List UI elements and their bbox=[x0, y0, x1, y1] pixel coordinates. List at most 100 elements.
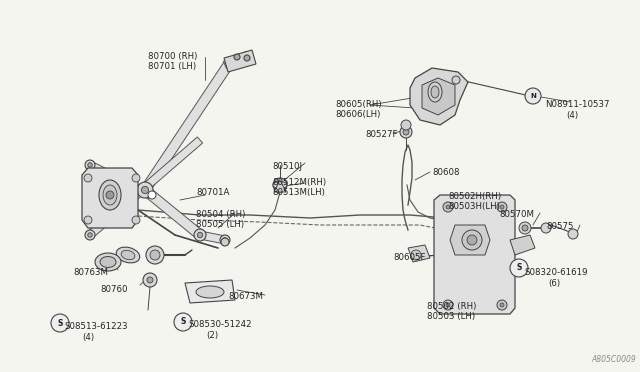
Circle shape bbox=[525, 88, 541, 104]
Circle shape bbox=[522, 225, 528, 231]
Circle shape bbox=[106, 191, 114, 199]
Circle shape bbox=[411, 250, 421, 260]
Circle shape bbox=[400, 126, 412, 138]
Polygon shape bbox=[88, 161, 152, 199]
Text: 80608: 80608 bbox=[432, 168, 460, 177]
Polygon shape bbox=[274, 180, 286, 192]
Circle shape bbox=[497, 300, 507, 310]
Text: 80700 (RH): 80700 (RH) bbox=[148, 52, 197, 61]
Text: (4): (4) bbox=[82, 333, 94, 342]
Circle shape bbox=[132, 216, 140, 224]
Text: S08320-61619: S08320-61619 bbox=[524, 268, 588, 277]
Circle shape bbox=[443, 202, 453, 212]
Text: 80503 (LH): 80503 (LH) bbox=[427, 312, 475, 321]
Circle shape bbox=[467, 235, 477, 245]
Text: (2): (2) bbox=[206, 331, 218, 340]
Text: 80513M(LH): 80513M(LH) bbox=[272, 188, 325, 197]
Polygon shape bbox=[199, 231, 226, 244]
Circle shape bbox=[197, 232, 203, 238]
Circle shape bbox=[88, 233, 92, 237]
Text: (6): (6) bbox=[548, 279, 560, 288]
Polygon shape bbox=[142, 186, 203, 239]
Polygon shape bbox=[410, 68, 468, 125]
Circle shape bbox=[500, 205, 504, 209]
Text: 80763M: 80763M bbox=[73, 268, 108, 277]
Polygon shape bbox=[141, 62, 232, 193]
Polygon shape bbox=[510, 235, 535, 255]
Circle shape bbox=[462, 230, 482, 250]
Text: S08530-51242: S08530-51242 bbox=[188, 320, 252, 329]
Circle shape bbox=[446, 205, 450, 209]
Circle shape bbox=[273, 178, 287, 192]
Text: 80502H(RH): 80502H(RH) bbox=[448, 192, 501, 201]
Circle shape bbox=[244, 55, 250, 61]
Polygon shape bbox=[408, 245, 430, 262]
Circle shape bbox=[84, 174, 92, 182]
Text: 80760: 80760 bbox=[100, 285, 127, 294]
Text: (4): (4) bbox=[566, 111, 578, 120]
Circle shape bbox=[146, 246, 164, 264]
Circle shape bbox=[403, 129, 409, 135]
Polygon shape bbox=[450, 225, 490, 255]
Circle shape bbox=[141, 186, 148, 193]
Circle shape bbox=[132, 174, 140, 182]
Circle shape bbox=[147, 277, 153, 283]
Text: 80605F: 80605F bbox=[393, 253, 426, 262]
Circle shape bbox=[446, 303, 450, 307]
Polygon shape bbox=[82, 168, 138, 228]
Text: 80502 (RH): 80502 (RH) bbox=[427, 302, 476, 311]
Circle shape bbox=[85, 160, 95, 170]
Polygon shape bbox=[185, 280, 235, 303]
Polygon shape bbox=[434, 195, 515, 314]
Polygon shape bbox=[223, 51, 250, 69]
Text: 80503H(LH): 80503H(LH) bbox=[448, 202, 500, 211]
Text: 80510J: 80510J bbox=[272, 162, 302, 171]
Ellipse shape bbox=[196, 286, 224, 298]
Circle shape bbox=[194, 229, 206, 241]
Circle shape bbox=[443, 300, 453, 310]
Circle shape bbox=[401, 120, 411, 130]
Circle shape bbox=[84, 216, 92, 224]
Circle shape bbox=[541, 223, 551, 233]
Ellipse shape bbox=[99, 180, 121, 210]
Text: 80701 (LH): 80701 (LH) bbox=[148, 62, 196, 71]
Circle shape bbox=[500, 303, 504, 307]
Circle shape bbox=[148, 191, 156, 199]
Ellipse shape bbox=[273, 182, 287, 189]
Circle shape bbox=[221, 238, 229, 246]
Ellipse shape bbox=[431, 86, 439, 98]
Ellipse shape bbox=[100, 257, 116, 267]
Ellipse shape bbox=[116, 247, 140, 263]
Text: S: S bbox=[180, 317, 186, 327]
Circle shape bbox=[234, 54, 240, 60]
Ellipse shape bbox=[95, 253, 121, 271]
Text: 80605(RH): 80605(RH) bbox=[335, 100, 381, 109]
Text: 80575: 80575 bbox=[546, 222, 573, 231]
Ellipse shape bbox=[428, 82, 442, 102]
Ellipse shape bbox=[121, 250, 135, 260]
Circle shape bbox=[568, 229, 578, 239]
Text: N: N bbox=[530, 93, 536, 99]
Text: A805C0009: A805C0009 bbox=[591, 355, 636, 364]
Polygon shape bbox=[88, 137, 203, 238]
Circle shape bbox=[510, 259, 528, 277]
Text: 80673M: 80673M bbox=[228, 292, 263, 301]
Polygon shape bbox=[224, 50, 256, 72]
Circle shape bbox=[519, 222, 531, 234]
Text: S: S bbox=[58, 318, 63, 327]
Text: 80570M: 80570M bbox=[499, 210, 534, 219]
Circle shape bbox=[137, 182, 153, 198]
Text: S08513-61223: S08513-61223 bbox=[64, 322, 127, 331]
Text: 80606(LH): 80606(LH) bbox=[335, 110, 380, 119]
Circle shape bbox=[452, 76, 460, 84]
Circle shape bbox=[85, 230, 95, 240]
Text: 80512M(RH): 80512M(RH) bbox=[272, 178, 326, 187]
Text: 80701A: 80701A bbox=[196, 188, 229, 197]
Text: 80504 (RH): 80504 (RH) bbox=[196, 210, 245, 219]
Circle shape bbox=[150, 250, 160, 260]
Circle shape bbox=[88, 163, 92, 167]
Circle shape bbox=[174, 313, 192, 331]
Text: N08911-10537: N08911-10537 bbox=[545, 100, 609, 109]
Circle shape bbox=[497, 202, 507, 212]
Text: S: S bbox=[516, 263, 522, 273]
